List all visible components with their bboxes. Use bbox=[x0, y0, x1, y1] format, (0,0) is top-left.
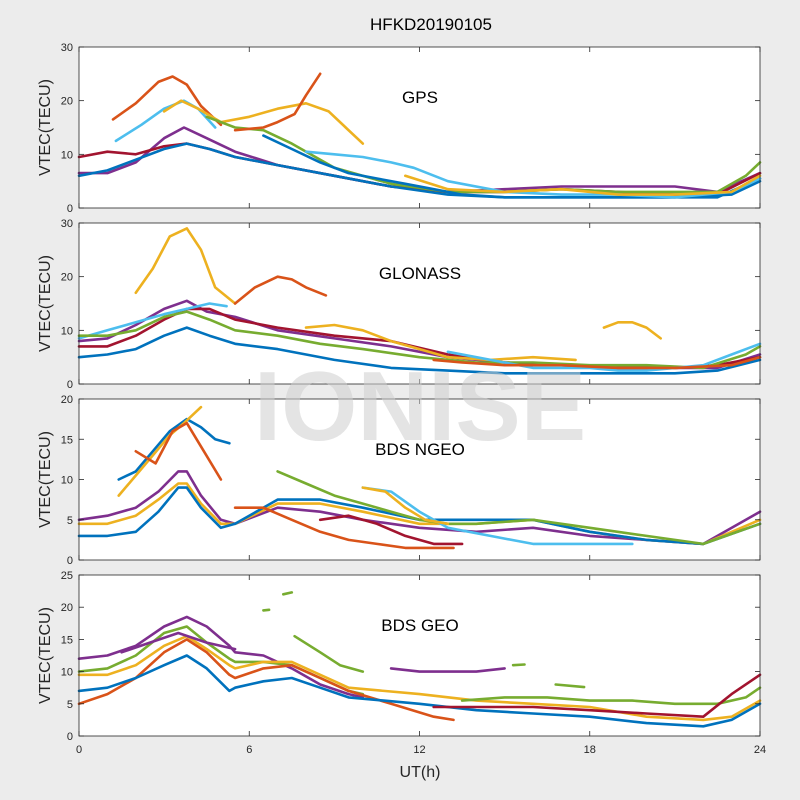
y-axis-title: VTEC(TECU) bbox=[37, 255, 54, 352]
series-line bbox=[233, 72, 322, 132]
x-tick-label: 18 bbox=[584, 744, 596, 756]
x-axis-title: UT(h) bbox=[400, 764, 441, 781]
y-tick-label: 20 bbox=[61, 602, 73, 614]
y-axis-title: VTEC(TECU) bbox=[37, 79, 54, 176]
x-tick-label: 0 bbox=[76, 744, 82, 756]
series-line bbox=[293, 634, 365, 673]
series-line bbox=[117, 405, 203, 497]
y-tick-label: 10 bbox=[61, 475, 73, 487]
series-line bbox=[282, 591, 294, 596]
series-line bbox=[77, 302, 228, 340]
series-line bbox=[554, 683, 586, 689]
y-axis-title: VTEC(TECU) bbox=[37, 431, 54, 528]
y-tick-label: 5 bbox=[67, 515, 73, 527]
panel-glonass: 0 10 20 30 VTEC(TECU) GLONASS bbox=[37, 218, 762, 391]
series-line bbox=[111, 75, 223, 127]
series-line bbox=[120, 631, 237, 654]
series-line bbox=[432, 355, 762, 370]
x-tick-label: 6 bbox=[246, 744, 252, 756]
y-tick-label: 10 bbox=[61, 149, 73, 161]
y-tick-label: 30 bbox=[61, 218, 73, 230]
series-line bbox=[304, 150, 762, 199]
y-tick-label: 20 bbox=[61, 96, 73, 108]
series-line bbox=[361, 486, 450, 526]
series-line bbox=[162, 99, 365, 145]
x-tick-label: 12 bbox=[413, 744, 425, 756]
y-tick-label: 15 bbox=[61, 434, 73, 446]
series-line bbox=[432, 673, 762, 718]
series-line bbox=[446, 342, 762, 372]
panel-label: BDS GEO bbox=[381, 616, 458, 635]
panel-label: BDS NGEO bbox=[375, 440, 465, 459]
series-line bbox=[77, 486, 762, 546]
y-tick-label: 0 bbox=[67, 379, 73, 391]
x-tick-label: 24 bbox=[754, 744, 766, 756]
panel-label: GLONASS bbox=[379, 264, 461, 283]
series-line bbox=[134, 227, 237, 305]
panel-label: GPS bbox=[402, 88, 438, 107]
series-line bbox=[77, 634, 762, 722]
y-axis-title: VTEC(TECU) bbox=[37, 607, 54, 704]
series-line bbox=[117, 417, 231, 481]
series-line bbox=[389, 667, 506, 673]
y-tick-label: 20 bbox=[61, 394, 73, 406]
figure-title: HFKD20190105 bbox=[370, 15, 492, 34]
y-tick-label: 0 bbox=[67, 555, 73, 567]
y-tick-label: 20 bbox=[61, 272, 73, 284]
y-tick-label: 15 bbox=[61, 634, 73, 646]
series-line bbox=[233, 506, 455, 550]
series-line bbox=[77, 470, 762, 546]
series-line bbox=[233, 275, 328, 305]
series-line bbox=[460, 686, 762, 706]
panel-bds-ngeo: 0 5 10 15 20 VTEC(TECU) BDS NGEO bbox=[37, 394, 762, 567]
y-tick-label: 0 bbox=[67, 203, 73, 215]
panel-gps: 0 10 20 30 VTEC(TECU) GPS bbox=[37, 42, 762, 215]
panel-bds-geo: 0 5 10 15 20 25 0 6 12 18 24 VTEC(TECU) BDS GEO bbox=[37, 570, 766, 756]
series-line bbox=[134, 421, 223, 481]
y-tick-label: 10 bbox=[61, 325, 73, 337]
y-tick-label: 10 bbox=[61, 667, 73, 679]
series-line bbox=[77, 310, 762, 370]
series-line bbox=[77, 615, 365, 699]
series-line bbox=[262, 608, 271, 612]
series-line bbox=[361, 486, 634, 546]
y-tick-label: 0 bbox=[67, 731, 73, 743]
y-tick-label: 25 bbox=[61, 570, 73, 582]
series-line bbox=[602, 321, 662, 340]
y-tick-label: 5 bbox=[67, 699, 73, 711]
series-line bbox=[304, 323, 577, 362]
series-line bbox=[404, 174, 762, 196]
series-line bbox=[77, 326, 762, 375]
plot-area bbox=[79, 47, 760, 208]
plot-area bbox=[79, 575, 760, 736]
series-line bbox=[511, 663, 526, 667]
series-line bbox=[318, 514, 464, 546]
y-tick-label: 30 bbox=[61, 42, 73, 54]
panels: 0 10 20 30 VTEC(TECU) GPS 0 10 20 30 VTEC(TECU) GLO… bbox=[37, 42, 766, 756]
series-line bbox=[77, 654, 762, 728]
watermark: IONISE bbox=[254, 351, 586, 461]
